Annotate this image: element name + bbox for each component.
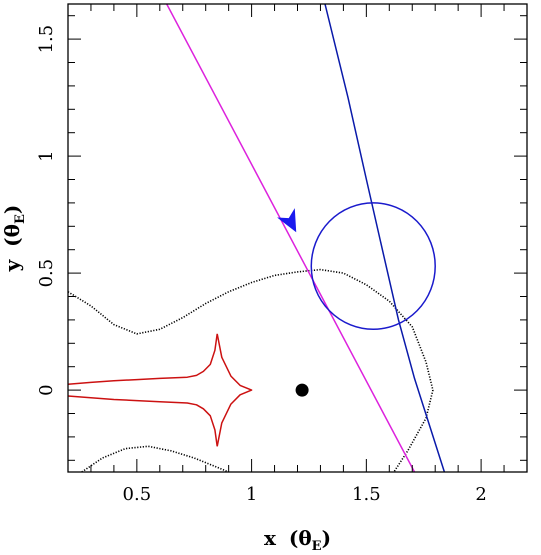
- x-tick-label: 2: [475, 484, 486, 505]
- plot-curves: [68, 4, 446, 472]
- y-tick-label: 0.5: [36, 259, 57, 288]
- lens-star-marker: [295, 383, 309, 397]
- series-caustic-right: [216, 333, 253, 447]
- y-tick-label: 1.5: [36, 25, 57, 54]
- series-critical-curve-lower: [81, 445, 229, 472]
- tick-labels: 0.5 1 1.5 2 0 0.5 1 1.5: [36, 25, 487, 505]
- series-caustic-cusp: [68, 333, 218, 386]
- series-caustic-cusp-lower: [68, 395, 218, 447]
- x-axis-label: x (θE): [264, 526, 331, 554]
- direction-arrow-icon: [277, 208, 297, 233]
- series-lens-trajectory: [324, 4, 446, 472]
- y-tick-label: 0: [36, 384, 57, 395]
- y-tick-label: 1: [36, 150, 57, 161]
- y-axis-label: y (θE): [0, 205, 28, 273]
- x-tick-label: 0.5: [123, 484, 152, 505]
- x-tick-label: 1: [246, 484, 257, 505]
- x-tick-label: 1.5: [352, 484, 381, 505]
- series-source-trajectory: [166, 4, 416, 472]
- series-critical-curve-upper: [68, 268, 434, 472]
- plot-frame: [67, 3, 528, 473]
- source-circle: [310, 202, 436, 331]
